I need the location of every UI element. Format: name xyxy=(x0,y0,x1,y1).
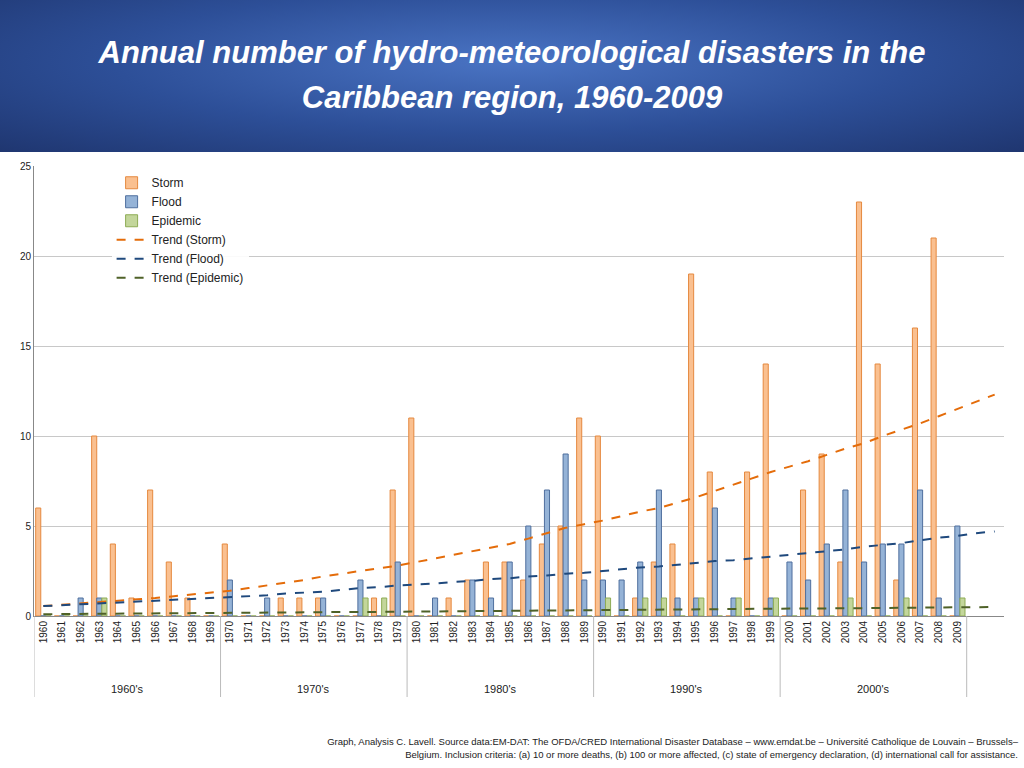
svg-text:1998: 1998 xyxy=(746,621,757,644)
svg-text:1966: 1966 xyxy=(150,621,161,644)
svg-text:1963: 1963 xyxy=(94,621,105,644)
svg-text:2002: 2002 xyxy=(821,621,832,644)
svg-text:Epidemic: Epidemic xyxy=(152,214,201,228)
svg-text:1972: 1972 xyxy=(261,621,272,644)
svg-text:1995: 1995 xyxy=(690,621,701,644)
svg-text:1965: 1965 xyxy=(131,621,142,644)
svg-text:Trend (Flood): Trend (Flood) xyxy=(152,252,224,266)
svg-text:1960: 1960 xyxy=(38,621,49,644)
svg-text:2006: 2006 xyxy=(896,621,907,644)
svg-text:1990's: 1990's xyxy=(670,683,703,695)
html-text:Graph, Analysis C. Lavell. Sou: Graph, Analysis C. Lavell. Source data:E… xyxy=(327,736,1018,760)
svg-text:1977: 1977 xyxy=(355,621,366,644)
svg-text:15: 15 xyxy=(20,341,32,352)
svg-text:2000's: 2000's xyxy=(857,683,890,695)
svg-text:2000: 2000 xyxy=(784,621,795,644)
svg-text:2009: 2009 xyxy=(952,621,963,644)
svg-text:1992: 1992 xyxy=(635,621,646,644)
svg-text:2005: 2005 xyxy=(877,621,888,644)
svg-text:1967: 1967 xyxy=(168,621,179,644)
svg-text:Flood: Flood xyxy=(152,195,182,209)
svg-text:1987: 1987 xyxy=(541,621,552,644)
svg-text:Storm: Storm xyxy=(152,176,184,190)
svg-text:1973: 1973 xyxy=(280,621,291,644)
svg-text:1968: 1968 xyxy=(187,621,198,644)
svg-text:1976: 1976 xyxy=(336,621,347,644)
svg-text:1983: 1983 xyxy=(467,621,478,644)
svg-text:1961: 1961 xyxy=(56,621,67,644)
svg-text:1980: 1980 xyxy=(411,621,422,644)
svg-text:1962: 1962 xyxy=(75,621,86,644)
svg-text:1990: 1990 xyxy=(597,621,608,644)
svg-text:1960's: 1960's xyxy=(111,683,144,695)
svg-text:1984: 1984 xyxy=(485,621,496,644)
svg-text:1974: 1974 xyxy=(299,621,310,644)
svg-text:1982: 1982 xyxy=(448,621,459,644)
svg-text:1970: 1970 xyxy=(224,621,235,644)
svg-text:0: 0 xyxy=(25,611,31,622)
svg-text:20: 20 xyxy=(20,251,32,262)
svg-text:5: 5 xyxy=(25,521,31,532)
svg-text:25: 25 xyxy=(20,161,32,172)
svg-text:1997: 1997 xyxy=(728,621,739,644)
svg-text:1999: 1999 xyxy=(765,621,776,644)
svg-text:1979: 1979 xyxy=(392,621,403,644)
svg-text:2007: 2007 xyxy=(914,621,925,644)
svg-text:1985: 1985 xyxy=(504,621,515,644)
svg-text:1994: 1994 xyxy=(672,621,683,644)
svg-text:Trend (Storm): Trend (Storm) xyxy=(152,233,226,247)
svg-text:1996: 1996 xyxy=(709,621,720,644)
svg-text:2003: 2003 xyxy=(840,621,851,644)
svg-text:2001: 2001 xyxy=(802,621,813,644)
svg-text:Trend (Epidemic): Trend (Epidemic) xyxy=(152,271,244,285)
svg-text:1964: 1964 xyxy=(112,621,123,644)
svg-text:1986: 1986 xyxy=(523,621,534,644)
svg-text:2008: 2008 xyxy=(933,621,944,644)
svg-text:1980's: 1980's xyxy=(484,683,517,695)
svg-text:1991: 1991 xyxy=(616,621,627,644)
svg-text:2004: 2004 xyxy=(858,621,869,644)
svg-text:1981: 1981 xyxy=(429,621,440,644)
svg-text:1989: 1989 xyxy=(579,621,590,644)
svg-text:1993: 1993 xyxy=(653,621,664,644)
html-text:Annual number of hydro-meteoro: Annual number of hydro-meteorological di… xyxy=(98,35,926,115)
svg-text:1971: 1971 xyxy=(243,621,254,644)
svg-text:1978: 1978 xyxy=(373,621,384,644)
svg-text:1975: 1975 xyxy=(317,621,328,644)
svg-text:10: 10 xyxy=(20,431,32,442)
svg-text:1988: 1988 xyxy=(560,621,571,644)
svg-text:1970's: 1970's xyxy=(297,683,330,695)
svg-text:1969: 1969 xyxy=(205,621,216,644)
